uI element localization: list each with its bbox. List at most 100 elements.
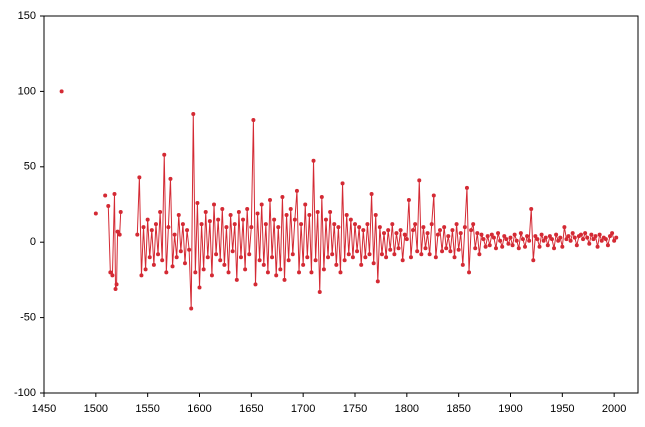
point	[585, 235, 590, 240]
point	[168, 176, 173, 181]
point	[435, 232, 440, 237]
point	[469, 228, 474, 233]
point	[605, 243, 610, 248]
point	[363, 255, 368, 260]
point	[156, 252, 161, 257]
point	[342, 258, 347, 263]
point	[361, 228, 366, 233]
point	[201, 267, 206, 272]
point	[462, 225, 467, 230]
point	[348, 217, 353, 222]
point	[114, 282, 119, 287]
x-tick-label: 1700	[291, 403, 315, 415]
point	[141, 225, 146, 230]
point	[581, 237, 586, 242]
x-tick-label: 1500	[84, 403, 108, 415]
point	[170, 264, 175, 269]
point	[197, 285, 202, 290]
x-tick-label: 1550	[135, 403, 159, 415]
point	[533, 234, 538, 239]
point	[444, 246, 449, 251]
point	[502, 234, 507, 239]
point	[568, 238, 573, 243]
point	[610, 231, 615, 236]
point	[350, 255, 355, 260]
point	[512, 232, 517, 237]
point	[352, 222, 357, 227]
point	[477, 252, 482, 257]
series-line	[107, 114, 617, 309]
point	[199, 222, 204, 227]
point	[485, 234, 490, 239]
point	[583, 231, 588, 236]
point	[549, 237, 554, 242]
x-tick-label: 1600	[187, 403, 211, 415]
point	[145, 217, 150, 222]
point	[220, 207, 225, 212]
point	[274, 273, 279, 278]
point	[429, 222, 434, 227]
point	[143, 267, 148, 272]
point	[367, 252, 372, 257]
point	[189, 306, 194, 311]
point	[464, 185, 469, 190]
point	[564, 237, 569, 242]
point	[440, 249, 445, 254]
point	[599, 238, 604, 243]
point	[303, 202, 308, 207]
point	[226, 270, 231, 275]
point	[313, 258, 318, 263]
point	[438, 228, 442, 233]
point	[162, 152, 167, 157]
point	[597, 232, 602, 237]
point	[315, 210, 320, 215]
point	[413, 222, 418, 227]
point	[317, 289, 322, 294]
point	[496, 231, 501, 236]
point	[307, 213, 312, 218]
point	[390, 222, 395, 227]
point	[305, 255, 310, 260]
point	[270, 255, 275, 260]
point	[531, 258, 536, 263]
point	[603, 237, 608, 242]
y-tick-label: -100	[14, 387, 36, 399]
point	[398, 228, 403, 233]
point	[388, 247, 393, 252]
point	[115, 229, 120, 234]
x-tick-label: 1750	[343, 403, 367, 415]
point	[543, 235, 548, 240]
point	[164, 270, 169, 275]
point	[172, 232, 177, 237]
point	[153, 222, 158, 227]
point	[218, 258, 223, 263]
point	[118, 210, 123, 215]
point	[328, 210, 333, 215]
x-tick-label: 1800	[395, 403, 419, 415]
point	[514, 238, 519, 243]
point	[278, 267, 283, 272]
point	[209, 273, 214, 278]
point	[371, 261, 376, 266]
point	[446, 234, 451, 239]
x-tick-label: 2000	[602, 403, 626, 415]
point	[456, 247, 461, 252]
point	[326, 255, 331, 260]
point	[404, 237, 409, 242]
point	[216, 217, 221, 222]
point	[280, 194, 285, 199]
point	[301, 262, 306, 267]
point	[203, 210, 208, 215]
point	[377, 225, 382, 230]
point	[332, 222, 337, 227]
point	[527, 238, 532, 243]
point	[113, 286, 118, 291]
point	[255, 211, 260, 216]
point	[450, 228, 455, 233]
point	[554, 232, 559, 237]
point	[108, 270, 113, 275]
point	[234, 277, 239, 282]
point	[541, 238, 546, 243]
point	[241, 217, 246, 222]
point	[236, 210, 241, 215]
